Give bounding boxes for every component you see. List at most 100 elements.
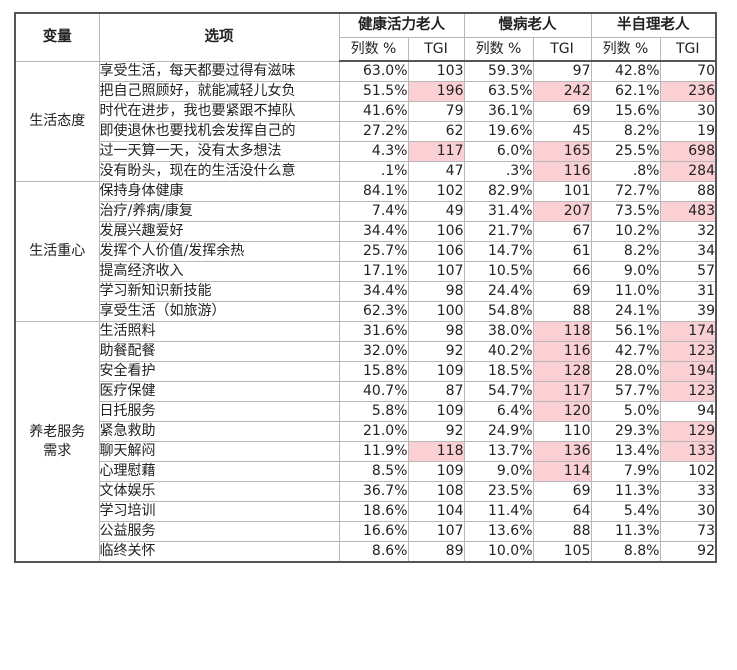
tgi-cell: 39 (659, 301, 717, 322)
table-row: 学习新知识新技能 34.4% 98 24.4% 69 11.0% 31 (15, 281, 717, 302)
pct-cell: 5.4% (590, 501, 661, 522)
pct-cell: 7.9% (590, 461, 661, 482)
pct-cell: 57.7% (590, 381, 661, 402)
pct-cell: 10.2% (590, 221, 661, 242)
tgi-cell: 47 (407, 161, 465, 182)
header-pct: 列数 % (338, 37, 409, 62)
tgi-cell: 105 (532, 541, 592, 563)
option-cell: 临终关怀 (98, 541, 340, 563)
tgi-cell: 118 (407, 441, 465, 462)
pct-cell: 6.0% (463, 141, 534, 162)
table-row: 发挥个人价值/发挥余热 25.7% 106 14.7% 61 8.2% 34 (15, 241, 717, 262)
option-cell: 发展兴趣爱好 (98, 221, 340, 242)
tgi-cell: 69 (532, 281, 592, 302)
pct-cell: 18.6% (338, 501, 409, 522)
pct-cell: 16.6% (338, 521, 409, 542)
tgi-cell: 123 (659, 381, 717, 402)
tgi-cell: 117 (532, 381, 592, 402)
pct-cell: 36.7% (338, 481, 409, 502)
option-cell: 过一天算一天，没有太多想法 (98, 141, 340, 162)
pct-cell: 4.3% (338, 141, 409, 162)
tgi-cell: 174 (659, 321, 717, 342)
tgi-cell: 128 (532, 361, 592, 382)
tgi-cell: 69 (532, 101, 592, 122)
table-row: 日托服务 5.8% 109 6.4% 120 5.0% 94 (15, 401, 717, 422)
tgi-cell: 242 (532, 81, 592, 102)
tgi-cell: 120 (532, 401, 592, 422)
tgi-cell: 284 (659, 161, 717, 182)
section-label-line: 需求 (43, 442, 72, 459)
table-row: 时代在进步，我也要紧跟不掉队 41.6% 79 36.1% 69 15.6% 30 (15, 101, 717, 122)
tgi-table: 变量 选项 健康活力老人 慢病老人 半自理老人 列数 % TGI 列数 % TG… (14, 12, 717, 563)
pct-cell: 21.7% (463, 221, 534, 242)
tgi-cell: 129 (659, 421, 717, 442)
tgi-cell: 64 (532, 501, 592, 522)
section-label: 养老服务 需求 (14, 321, 100, 563)
option-cell: 享受生活，每天都要过得有滋味 (98, 60, 340, 82)
tgi-cell: 102 (407, 181, 465, 202)
header-tgi: TGI (532, 37, 592, 62)
pct-cell: 6.4% (463, 401, 534, 422)
pct-cell: 8.5% (338, 461, 409, 482)
tgi-cell: 94 (659, 401, 717, 422)
tgi-cell: 483 (659, 201, 717, 222)
tgi-cell: 107 (407, 521, 465, 542)
table-row: 公益服务 16.6% 107 13.6% 88 11.3% 73 (15, 521, 717, 542)
option-cell: 时代在进步，我也要紧跟不掉队 (98, 101, 340, 122)
pct-cell: 11.4% (463, 501, 534, 522)
tgi-cell: 73 (659, 521, 717, 542)
pct-cell: 18.5% (463, 361, 534, 382)
table-row: 紧急救助 21.0% 92 24.9% 110 29.3% 129 (15, 421, 717, 442)
pct-cell: 82.9% (463, 181, 534, 202)
tgi-cell: 92 (407, 341, 465, 362)
tgi-cell: 106 (407, 241, 465, 262)
tgi-cell: 106 (407, 221, 465, 242)
pct-cell: 15.6% (590, 101, 661, 122)
tgi-cell: 88 (532, 301, 592, 322)
pct-cell: 8.2% (590, 121, 661, 142)
pct-cell: 7.4% (338, 201, 409, 222)
option-cell: 发挥个人价值/发挥余热 (98, 241, 340, 262)
tgi-cell: 31 (659, 281, 717, 302)
pct-cell: 8.6% (338, 541, 409, 563)
tgi-cell: 92 (407, 421, 465, 442)
pct-cell: 21.0% (338, 421, 409, 442)
tgi-cell: 109 (407, 361, 465, 382)
table-row: 没有盼头，现在的生活没什么意 .1% 47.3% 116.8% 284 (15, 161, 717, 182)
tgi-cell: 19 (659, 121, 717, 142)
option-cell: 聊天解闷 (98, 441, 340, 462)
option-cell: 紧急救助 (98, 421, 340, 442)
table-body: 生活态度 享受生活，每天都要过得有滋味 63.0% 103 59.3% 97 42.8% 70… (14, 60, 717, 563)
tgi-cell: 133 (659, 441, 717, 462)
pct-cell: 25.5% (590, 141, 661, 162)
pct-cell: 10.5% (463, 261, 534, 282)
header-pct: 列数 % (463, 37, 534, 62)
pct-cell: 23.5% (463, 481, 534, 502)
pct-cell: 28.0% (590, 361, 661, 382)
pct-cell: 31.4% (463, 201, 534, 222)
tgi-cell: 30 (659, 101, 717, 122)
tgi-cell: 109 (407, 401, 465, 422)
tgi-cell: 194 (659, 361, 717, 382)
pct-cell: 15.8% (338, 361, 409, 382)
header-option: 选项 (98, 12, 340, 62)
pct-cell: 17.1% (338, 261, 409, 282)
tgi-cell: 107 (407, 261, 465, 282)
pct-cell: 34.4% (338, 281, 409, 302)
pct-cell: 19.6% (463, 121, 534, 142)
pct-cell: 14.7% (463, 241, 534, 262)
pct-cell: 5.0% (590, 401, 661, 422)
tgi-cell: 89 (407, 541, 465, 563)
pct-cell: .8% (590, 161, 661, 182)
pct-cell: 11.0% (590, 281, 661, 302)
tgi-cell: 117 (407, 141, 465, 162)
tgi-cell: 116 (532, 341, 592, 362)
option-cell: 医疗保健 (98, 381, 340, 402)
tgi-cell: 67 (532, 221, 592, 242)
table-row: 治疗/养病/康复 7.4% 49 31.4% 207 73.5% 483 (15, 201, 717, 222)
table-row: 生活态度 享受生活，每天都要过得有滋味 63.0% 103 59.3% 97 42.8% 70 (14, 60, 717, 182)
pct-cell: 10.0% (463, 541, 534, 563)
table-row: 提高经济收入 17.1% 107 10.5% 66 9.0% 57 (15, 261, 717, 282)
pct-cell: 13.4% (590, 441, 661, 462)
table-row: 医疗保健 40.7% 87 54.7% 117 57.7% 123 (15, 381, 717, 402)
